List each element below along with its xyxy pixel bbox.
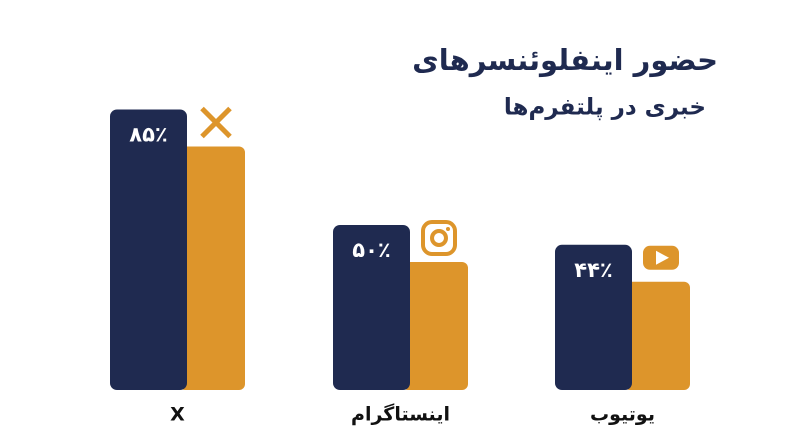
bar-shadow [624, 281, 690, 390]
chart-title: حضور اینفلوئنسرهای [412, 43, 718, 77]
bar [555, 244, 632, 390]
bar-shadow [402, 262, 468, 390]
value-label: ۵۰٪ [352, 238, 390, 262]
value-label: ۸۵٪ [129, 123, 167, 147]
x-tick-label: یوتیوب [590, 404, 655, 426]
bar [110, 109, 187, 390]
instagram-lens [430, 229, 448, 247]
instagram-icon [421, 220, 457, 256]
x-icon [200, 106, 232, 139]
instagram-dot [446, 227, 450, 231]
youtube-play [656, 250, 669, 265]
value-label: ۴۴٪ [574, 258, 612, 282]
x-tick-label: اینستاگرام [351, 403, 450, 426]
platform-icon [421, 220, 457, 256]
chart-subtitle: خبری در پلتفرم‌ها [504, 95, 706, 121]
platform-icon [643, 245, 679, 270]
platform-icon [200, 106, 232, 139]
bar-shadow [179, 146, 245, 390]
x-tick-label: X [170, 404, 185, 426]
bar [333, 225, 410, 390]
